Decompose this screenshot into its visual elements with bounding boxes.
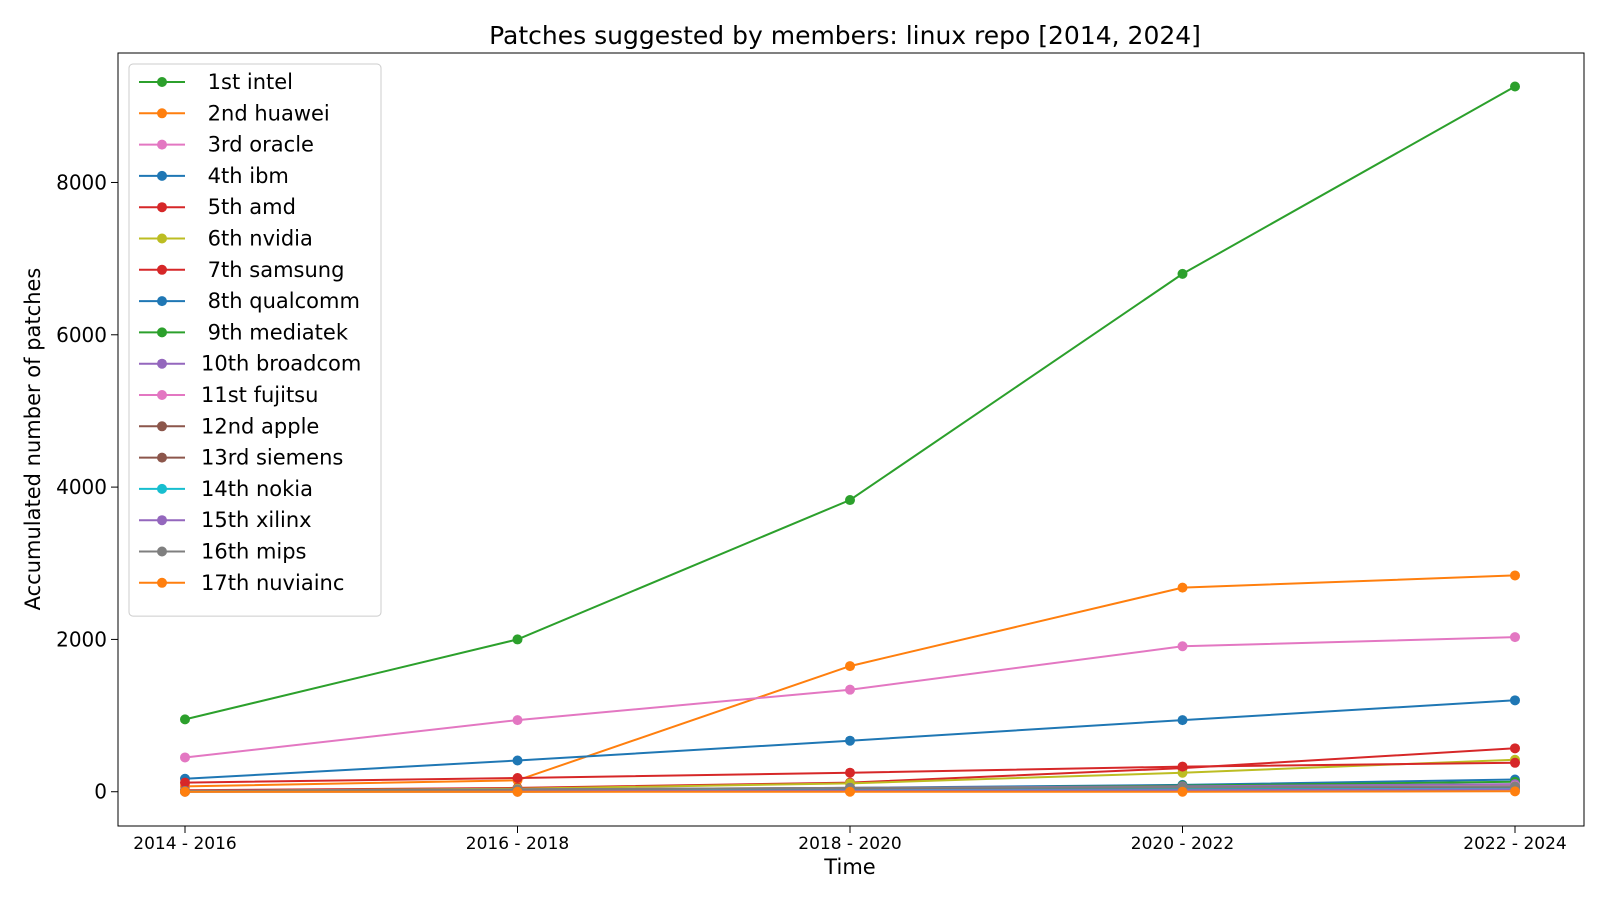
legend-label: 9th mediatek [201, 320, 349, 344]
y-axis-label: Accumulated number of patches [21, 268, 45, 611]
legend-label: 11st fujitsu [201, 383, 318, 407]
data-point [1510, 695, 1520, 706]
data-point [845, 684, 855, 695]
series-layer [180, 81, 1520, 797]
x-tick-label: 2018 - 2020 [798, 834, 901, 854]
data-point [845, 661, 855, 672]
legend-marker [157, 421, 167, 432]
legend-marker [157, 264, 167, 275]
data-point [1510, 632, 1520, 643]
legend-label: 15th xilinx [201, 508, 312, 532]
legend-marker [157, 327, 167, 338]
data-point [512, 715, 523, 726]
data-point [180, 777, 190, 788]
data-point [512, 786, 523, 797]
legend-marker [157, 358, 167, 369]
series-group [180, 81, 1520, 725]
series-group [180, 757, 1520, 788]
legend-marker [157, 77, 167, 87]
legend: 1st intel 2nd huawei 3rd oracle 4th ibm … [128, 63, 382, 617]
legend-marker [157, 577, 167, 588]
data-point [1177, 641, 1188, 652]
legend-marker [157, 296, 167, 307]
data-point [1510, 786, 1520, 797]
legend-marker [157, 139, 167, 150]
y-tick-label: 2000 [56, 627, 107, 651]
legend-label: 4th ibm [201, 164, 289, 188]
legend-label: 14th nokia [201, 477, 313, 501]
legend-marker [157, 108, 167, 119]
data-point [1177, 715, 1188, 726]
y-tick-label: 6000 [56, 323, 107, 347]
legend-marker [157, 390, 167, 400]
chart-title: Patches suggested by members: linux repo… [489, 21, 1201, 50]
legend-label: 8th qualcomm [201, 289, 360, 313]
y-tick-label: 0 [94, 780, 107, 804]
legend-label: 16th mips [201, 540, 307, 564]
legend-marker [157, 452, 167, 463]
series-line [184, 85, 1516, 721]
data-point [1177, 761, 1188, 772]
x-tick-label: 2020 - 2022 [1131, 834, 1234, 854]
y-tick-label: 8000 [56, 170, 107, 194]
series-group [180, 632, 1520, 763]
y-tick-label: 4000 [56, 475, 107, 499]
legend-label: 5th amd [201, 195, 296, 219]
data-point [180, 786, 190, 797]
x-tick-label: 2016 - 2018 [466, 834, 569, 854]
data-point [1510, 743, 1520, 754]
series-line [184, 574, 1516, 788]
x-tick-label: 2014 - 2016 [133, 834, 236, 854]
legend-label: 7th samsung [201, 258, 344, 282]
data-point [1510, 757, 1520, 768]
series-group [180, 786, 1520, 797]
data-point [845, 735, 855, 746]
data-point [512, 634, 523, 645]
legend-label: 6th nvidia [201, 227, 313, 251]
plot-frame [117, 52, 1585, 827]
legend-box [128, 63, 382, 617]
data-point [845, 786, 855, 797]
legend-label: 12nd apple [201, 414, 319, 438]
legend-marker [157, 546, 167, 557]
data-point [845, 767, 855, 778]
data-point [180, 752, 190, 763]
legend-marker [157, 202, 167, 213]
legend-marker [157, 483, 167, 494]
data-point [512, 773, 523, 784]
data-point [1177, 268, 1188, 279]
data-point [1177, 786, 1188, 797]
data-point [1510, 81, 1520, 92]
data-point [180, 714, 190, 725]
plot-area: 0 2000 4000 6000 8000 2014 - 2016 2016 - 2018 2… [56, 52, 1585, 854]
data-point [1177, 582, 1188, 593]
legend-marker [157, 515, 167, 526]
x-axis-label: Time [823, 855, 875, 879]
data-point [1510, 570, 1520, 581]
legend-label: 1st intel [201, 70, 293, 94]
x-tick-label: 2022 - 2024 [1463, 834, 1566, 854]
legend-label: 2nd huawei [201, 101, 330, 125]
legend-label: 13rd siemens [201, 446, 343, 470]
data-point [512, 755, 523, 766]
legend-label: 10th broadcom [201, 352, 361, 376]
legend-marker [157, 233, 167, 244]
legend-label: 3rd oracle [201, 133, 314, 157]
legend-marker [157, 170, 167, 181]
legend-label: 17th nuviainc [201, 571, 344, 595]
data-point [845, 495, 855, 506]
